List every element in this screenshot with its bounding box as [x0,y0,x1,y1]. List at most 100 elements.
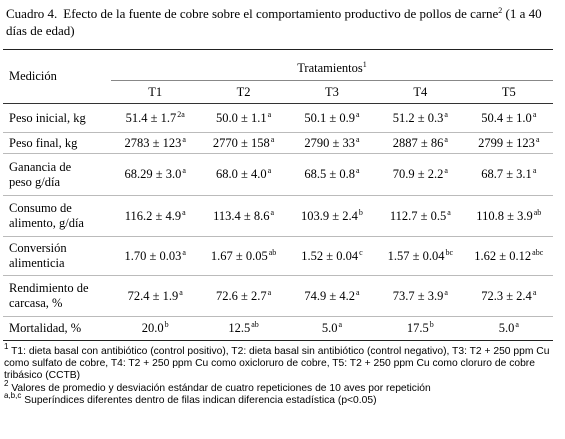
cell: 116.2 ± 4.9a [111,195,200,237]
table-row: Peso final, kg 2783 ± 123a 2770 ± 158a 2790… [3,132,553,154]
cell-value: 74.9 ± 4.2 [304,288,355,303]
cell-value: 68.5 ± 0.8 [304,167,355,181]
cell: 2790 ± 33a [287,132,377,154]
cell: 73.7 ± 3.9a [376,275,465,317]
row-label-line: alimenticia [9,256,65,270]
cell-sup: a [267,166,272,175]
cell-value: 2783 ± 123 [124,135,182,150]
cell: 51.2 ± 0.3a [376,103,465,133]
table: Medición Tratamientos1 T1 T2 T3 T4 T5 Peso inic… [3,49,553,341]
cell-value: 110.8 ± 3.9 [476,208,533,223]
cell-sup: b [164,320,169,329]
cell-sup: a [532,109,537,119]
row-label-line: Consumo de [9,201,72,215]
row-label: Peso inicial, kg [3,103,111,133]
cell-sup: a [356,109,360,119]
footnote-text: Valores de promedio y desviación estánda… [11,382,431,394]
table-row: Rendimiento de carcasa, % 72.4 ± 1.9a 72.6 … [3,275,553,317]
cell: 50.4 ± 1.0a [464,103,553,133]
cell-sup: a [338,320,343,329]
cell-value: 20.0 [141,321,164,335]
cell: 74.9 ± 4.2a [287,275,377,317]
table-row: Consumo de alimento, g/día 116.2 ± 4.9a 113… [3,195,553,237]
cell-value: 2770 ± 158 [212,135,270,150]
cell-value: 50.0 ± 1.1 [215,110,267,125]
header-group-text: Tratamientos [297,60,363,75]
header-measure-text: Medición [9,69,57,83]
cell-value: 1.67 ± 0.05 [210,248,268,263]
cell-sup: a [356,134,360,144]
cell: 68.5 ± 0.8a [287,153,377,196]
cell: 51.4 ± 1.72a [111,103,200,133]
cell-sup: a [444,166,448,175]
cell-value: 1.52 ± 0.04 [301,248,359,263]
caption-label: Cuadro 4. [6,6,58,21]
cell: 50.0 ± 1.1a [199,103,288,133]
cell: 70.9 ± 2.2a [376,153,465,196]
cell: 72.6 ± 2.7a [199,275,288,317]
cell-sup: abc [532,247,544,257]
cell-sup: 2a [177,109,185,119]
cell-value: 12.5 [228,321,251,335]
caption-after: (1 a 40 días de edad) [6,6,542,38]
cell-sup: a [182,247,186,257]
cell-sup: a [444,109,448,119]
cell: 110.8 ± 3.9ab [464,195,553,237]
cell-sup: b [358,207,363,217]
cell-value: 113.4 ± 8.6 [213,208,270,223]
cell: 5.0a [464,316,553,341]
cell-value: 72.3 ± 2.4 [481,288,532,303]
row-label-line: Ganancia de [9,159,72,174]
cell-sup: a [444,287,448,297]
cell: 2770 ± 158a [199,132,288,154]
cell-value: 2790 ± 33 [304,135,355,150]
cell: 2799 ± 123a [464,132,553,154]
row-label: Conversión alimenticia [3,236,111,276]
row-label-line: Mortalidad, % [9,321,82,335]
footnote: 2 Valores de promedio y desviación están… [4,379,560,395]
cell-value: 103.9 ± 2.4 [301,208,358,223]
row-label-line: alimento, g/día [9,216,84,230]
cell-sup: a [270,134,275,144]
footnote: a,b,c Superíndices diferentes dentro de … [4,391,560,407]
cell-value: 2887 ± 86 [392,135,444,150]
footnote: 1 T1: dieta basal con antibiótico (contr… [4,343,560,383]
column-header: T4 [376,80,465,104]
cell-value: 68.7 ± 3.1 [481,167,532,181]
cell: 1.70 ± 0.03a [111,236,200,276]
column-header: T3 [287,80,377,104]
cell-sup: b [429,320,434,329]
cell-value: 50.1 ± 0.9 [304,110,355,125]
header-group: Tratamientos1 [111,49,553,81]
row-label: Consumo de alimento, g/día [3,195,111,237]
cell: 68.7 ± 3.1a [464,153,553,196]
row-label-line: peso g/día [9,174,61,189]
caption: Cuadro 4. Efecto de la fuente de cobre so… [6,5,554,39]
cell-value: 70.9 ± 2.2 [392,167,444,181]
cell: 72.3 ± 2.4a [464,275,553,317]
cell-value: 72.6 ± 2.7 [215,288,267,303]
cell-sup: a [270,207,275,217]
cell-sup: a [182,166,186,175]
row-label: Peso final, kg [3,132,111,154]
cell-value: 68.29 ± 3.0 [124,167,182,181]
cell: 12.5ab [199,316,288,341]
cell-sup: a [444,134,448,144]
cell-value: 72.4 ± 1.9 [127,288,179,303]
cell-value: 112.7 ± 0.5 [389,208,447,223]
cell-sup: a [532,287,537,297]
caption-sup: 2 [498,6,503,15]
cell: 2783 ± 123a [111,132,200,154]
cell-value: 51.2 ± 0.3 [392,110,444,125]
row-label-line: Peso inicial, kg [9,110,86,125]
cell-value: 68.0 ± 4.0 [215,167,267,181]
cell-sup: ab [251,320,259,329]
cell: 1.62 ± 0.12abc [464,236,553,276]
footnote-sup: 2 [4,378,9,388]
cell: 50.1 ± 0.9a [287,103,377,133]
table-row: Conversión alimenticia 1.70 ± 0.03a 1.67 ± … [3,236,553,276]
cell: 103.9 ± 2.4b [287,195,377,237]
cell-sup: a [182,134,186,144]
